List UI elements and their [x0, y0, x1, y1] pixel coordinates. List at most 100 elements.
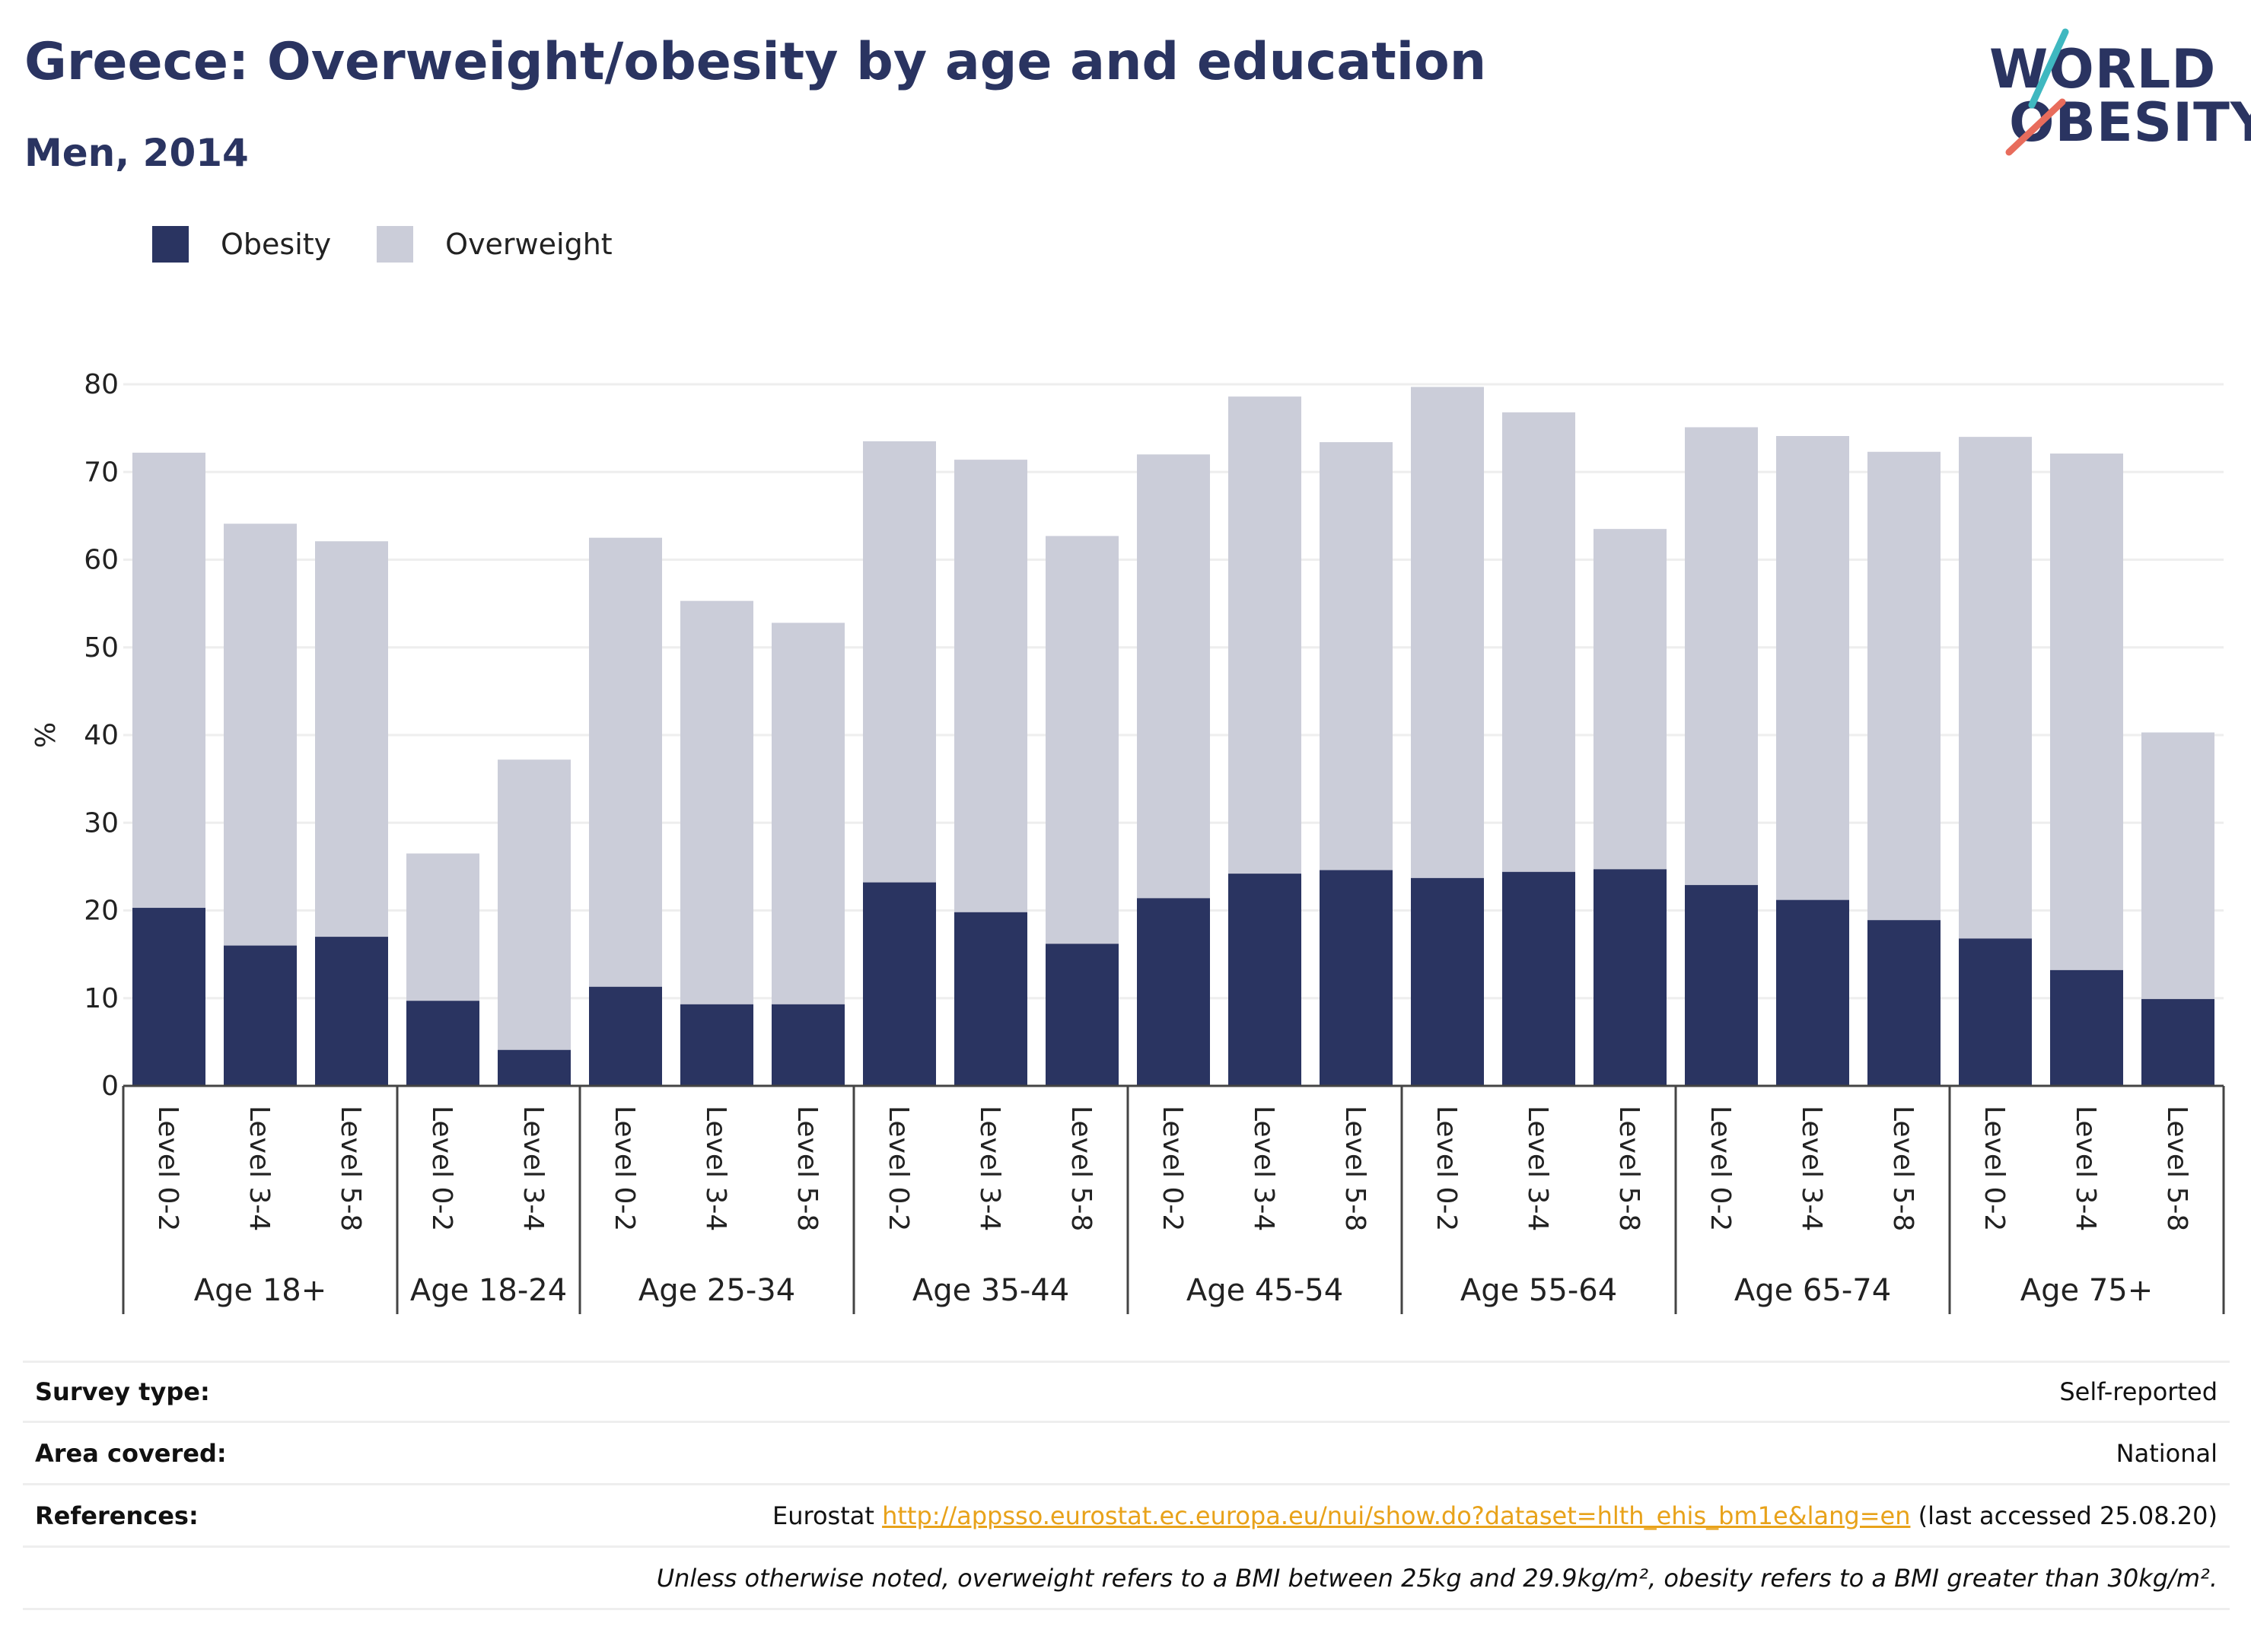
bar-obesity	[132, 908, 205, 1086]
bar-overweight	[1046, 536, 1119, 944]
x-tick-label: Level 0-2	[1157, 1106, 1188, 1231]
group-label: Age 55-64	[1460, 1273, 1617, 1308]
x-tick-label: Level 3-4	[1796, 1106, 1827, 1231]
x-tick-label: Level 0-2	[609, 1106, 640, 1231]
survey-type-row: Survey type: Self-reported	[23, 1361, 2230, 1423]
bar-obesity	[1959, 938, 2032, 1086]
bar-obesity	[1228, 874, 1301, 1086]
bar-obesity	[224, 945, 297, 1086]
references-suffix: (last accessed 25.08.20)	[1918, 1501, 2218, 1530]
bar-obesity	[589, 986, 662, 1086]
group-label: Age 18-24	[410, 1273, 567, 1308]
legend-label-obesity: Obesity	[221, 228, 332, 261]
x-tick-label: Level 3-4	[244, 1106, 275, 1231]
y-tick-label: 20	[84, 896, 119, 927]
bar-obesity	[1685, 885, 1758, 1086]
x-tick-label: Level 0-2	[152, 1106, 183, 1231]
bar-overweight	[589, 537, 662, 987]
bar-obesity	[2050, 969, 2123, 1086]
bar-overweight	[1776, 435, 1849, 900]
bar-overweight	[498, 759, 571, 1050]
x-tick-label: Level 3-4	[700, 1106, 731, 1231]
survey-type-value: Self-reported	[2059, 1377, 2218, 1406]
bar-overweight	[224, 524, 297, 946]
bar-overweight	[680, 600, 753, 1004]
x-tick-label: Level 5-8	[791, 1106, 823, 1231]
bar-obesity	[1502, 871, 1575, 1086]
x-tick-label: Level 3-4	[2070, 1106, 2101, 1231]
bar-overweight	[863, 441, 936, 883]
y-tick-label: 50	[84, 632, 119, 664]
bar-obesity	[863, 882, 936, 1086]
bar-chart: 0 10 20 30 40 50 60 70 80% Level 0-2 Level 3-4 Leve…	[30, 369, 2225, 1314]
bar-overweight	[1137, 454, 1210, 899]
bar-overweight	[2141, 732, 2214, 999]
bar-obesity	[1320, 870, 1393, 1086]
x-tick-label: Level 5-8	[1613, 1106, 1644, 1231]
bmi-footnote: Unless otherwise noted, overweight refer…	[656, 1563, 2218, 1593]
bar-overweight	[1867, 451, 1941, 921]
group-label: Age 75+	[2020, 1273, 2154, 1308]
group-label: Age 25-34	[638, 1273, 795, 1308]
chart-title: Greece: Overweight/obesity by age and ed…	[24, 32, 1487, 92]
legend-item-overweight[interactable]: Overweight	[377, 226, 613, 263]
bar-obesity	[498, 1049, 571, 1086]
x-tick-label: Level 5-8	[1339, 1106, 1371, 1231]
x-tick-label: Level 5-8	[335, 1106, 366, 1231]
references-link[interactable]: http://appsso.eurostat.ec.europa.eu/nui/…	[882, 1501, 1911, 1530]
x-tick-label: Level 5-8	[1887, 1106, 1918, 1231]
bar-obesity	[1411, 877, 1484, 1086]
y-tick-label: 80	[84, 369, 119, 400]
info-table: Survey type: Self-reported Area covered:…	[23, 1361, 2230, 1610]
x-tick-label: Level 3-4	[517, 1106, 549, 1231]
area-covered-label: Area covered:	[35, 1438, 227, 1468]
area-covered-row: Area covered: National	[23, 1423, 2230, 1485]
bar-obesity	[772, 1004, 845, 1086]
references-row: References: Eurostat http://appsso.euros…	[23, 1485, 2230, 1548]
footnote-row: Unless otherwise noted, overweight refer…	[23, 1548, 2230, 1610]
logo-slash-icon	[2005, 28, 2069, 156]
x-tick-label: Level 0-2	[1705, 1106, 1736, 1231]
legend-swatch-obesity	[152, 226, 189, 263]
y-tick-label: 60	[84, 545, 119, 576]
bar-obesity	[1137, 898, 1210, 1086]
x-tick-label: Level 5-8	[2161, 1106, 2192, 1231]
logo-line-1: WORLD	[1989, 38, 2217, 100]
bar-overweight	[1228, 396, 1301, 874]
bar-overweight	[406, 853, 479, 1001]
legend-item-obesity[interactable]: Obesity	[152, 226, 331, 263]
legend-label-overweight: Overweight	[445, 228, 613, 261]
y-tick-label: 0	[101, 1071, 119, 1102]
bar-overweight	[1594, 529, 1667, 870]
group-label: Age 65-74	[1734, 1273, 1891, 1308]
bar-obesity	[406, 1001, 479, 1086]
y-tick-label: 10	[84, 983, 119, 1014]
bar-overweight	[1959, 437, 2032, 939]
bar-overweight	[315, 541, 388, 937]
chart-subtitle: Men, 2014	[24, 131, 249, 175]
world-obesity-logo[interactable]: WORLD OBESITY	[1986, 21, 2251, 158]
bar-obesity	[2141, 998, 2214, 1086]
bar-obesity	[1594, 869, 1667, 1086]
bar-obesity	[1046, 944, 1119, 1086]
legend-swatch-overweight	[377, 226, 414, 263]
x-tick-label: Level 5-8	[1065, 1106, 1097, 1231]
bar-overweight	[1502, 412, 1575, 872]
bar-overweight	[1685, 427, 1758, 886]
bar-obesity	[954, 912, 1027, 1086]
y-tick-label: 40	[84, 720, 119, 751]
x-tick-label: Level 0-2	[1979, 1106, 2010, 1231]
group-label: Age 35-44	[912, 1273, 1069, 1308]
references-prefix: Eurostat	[772, 1501, 874, 1530]
group-label: Age 18+	[194, 1273, 327, 1308]
x-tick-label: Level 0-2	[1431, 1106, 1462, 1231]
bar-overweight	[132, 452, 205, 909]
bar-overweight	[1320, 442, 1393, 871]
x-tick-label: Level 3-4	[1522, 1106, 1553, 1231]
bar-overweight	[954, 460, 1027, 912]
logo-line-2: OBESITY	[2009, 91, 2251, 154]
group-label: Age 45-54	[1186, 1273, 1343, 1308]
references-label: References:	[35, 1501, 199, 1530]
x-tick-label: Level 0-2	[883, 1106, 914, 1231]
bar-overweight	[1411, 387, 1484, 878]
